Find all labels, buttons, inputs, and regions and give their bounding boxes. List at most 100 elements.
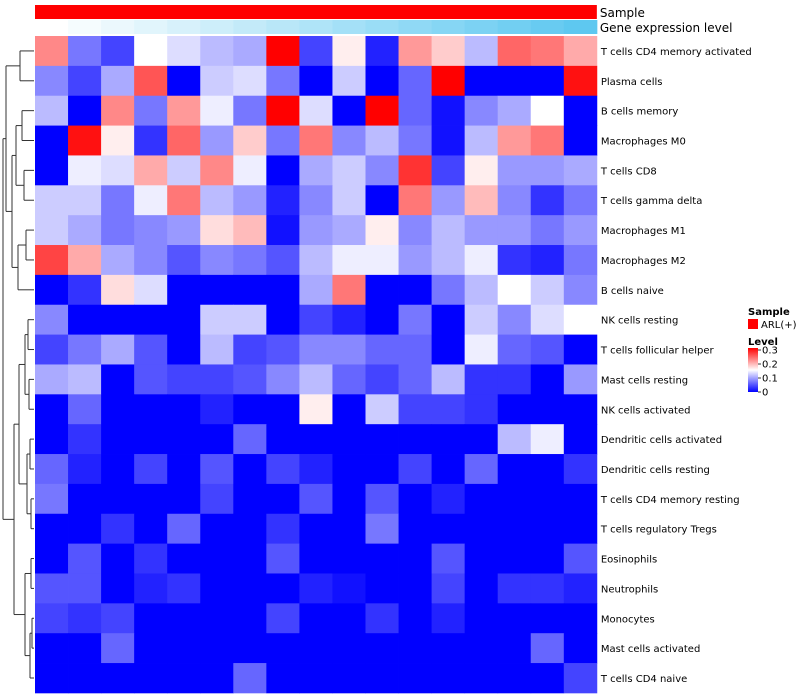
heatmap-cell — [200, 304, 234, 335]
heatmap-cell — [134, 215, 168, 246]
heatmap-cell — [200, 483, 234, 515]
legend-sample-swatch — [748, 319, 758, 329]
heatmap-cell — [35, 424, 69, 455]
heatmap-cell — [134, 394, 168, 425]
heatmap-cell — [101, 274, 135, 306]
heatmap-cell — [365, 304, 399, 335]
heatmap-cell — [299, 95, 333, 126]
heatmap-cell — [398, 394, 432, 425]
heatmap-cell — [299, 394, 333, 425]
heatmap-cell — [530, 334, 565, 365]
heatmap-cell — [68, 513, 102, 545]
heatmap-cell — [365, 185, 399, 216]
heatmap-cell — [332, 603, 366, 634]
row-labels: T cells CD4 memory activated Plasma cells… — [600, 47, 752, 685]
heatmap-cell — [35, 513, 69, 545]
heatmap-cell — [332, 483, 366, 515]
heatmap-cell — [299, 573, 333, 604]
heatmap-cell — [299, 603, 333, 634]
heatmap-cell — [68, 424, 102, 455]
heatmap-cell — [68, 543, 102, 574]
heatmap-cell — [563, 185, 598, 216]
heatmap-cell — [497, 65, 532, 97]
heatmap-cell — [68, 185, 102, 216]
heatmap-cell — [200, 543, 234, 574]
heatmap-cell — [299, 155, 333, 186]
heatmap-cell — [68, 454, 102, 485]
heatmap-cell — [299, 304, 333, 335]
heatmap-cell — [497, 215, 532, 246]
heatmap-cell — [332, 573, 366, 604]
heatmap-cell — [266, 215, 300, 246]
row-label: Mast cells activated — [601, 644, 700, 655]
heatmap-cell — [35, 394, 69, 425]
gene-expression-annotation-cell — [167, 20, 201, 34]
gene-expression-annotation-cell — [530, 20, 565, 34]
heatmap-cell — [101, 215, 135, 246]
heatmap-cell — [398, 36, 432, 67]
heatmap-cell — [233, 36, 267, 67]
heatmap-cell — [35, 543, 69, 574]
heatmap-cell — [233, 364, 267, 395]
heatmap-cell — [398, 663, 432, 694]
heatmap-cell — [200, 245, 234, 276]
heatmap-cell — [464, 95, 499, 126]
heatmap-cell — [563, 424, 598, 455]
heatmap-cell — [233, 483, 267, 515]
heatmap-cell — [332, 663, 366, 694]
heatmap-cell — [365, 334, 399, 365]
gene-expression-annotation-cell — [35, 20, 69, 34]
heatmap-cell — [200, 454, 234, 485]
heatmap-cell — [563, 274, 598, 306]
heatmap-cell — [431, 155, 466, 186]
row-dendrogram — [2, 50, 34, 679]
row-label: NK cells resting — [601, 316, 678, 327]
heatmap-cell — [464, 334, 499, 365]
heatmap-cell — [398, 334, 432, 365]
heatmap-cell — [332, 125, 366, 156]
heatmap-cell — [299, 245, 333, 276]
gene-expression-annotation-cell — [134, 20, 168, 34]
heatmap-cell — [398, 304, 432, 335]
heatmap-cell — [464, 215, 499, 246]
heatmap-cell — [299, 125, 333, 156]
heatmap-cell — [167, 603, 201, 634]
row-label: Monocytes — [601, 614, 655, 625]
heatmap-cell — [68, 573, 102, 604]
heatmap-cell — [134, 274, 168, 306]
heatmap-cell — [497, 513, 532, 545]
heatmap-cell — [35, 633, 69, 664]
heatmap-cell — [398, 95, 432, 126]
heatmap-cell — [167, 125, 201, 156]
heatmap-cell — [101, 513, 135, 545]
heatmap-cell — [563, 245, 598, 276]
heatmap-cell — [431, 334, 466, 365]
heatmap-cell — [233, 633, 267, 664]
heatmap-cell — [266, 663, 300, 694]
heatmap-cell — [233, 304, 267, 335]
heatmap-cell — [101, 155, 135, 186]
heatmap-cell — [365, 513, 399, 545]
heatmap-cell — [431, 245, 466, 276]
heatmap-cell — [398, 603, 432, 634]
gene-expression-annotation-label: Gene expression level — [600, 21, 733, 35]
heatmap-cell — [365, 245, 399, 276]
heatmap-cell — [299, 543, 333, 574]
heatmap-cell — [134, 603, 168, 634]
heatmap-cell — [200, 334, 234, 365]
heatmap-cell — [35, 573, 69, 604]
heatmap-cell — [167, 334, 201, 365]
heatmap-cell — [233, 185, 267, 216]
heatmap-cell — [365, 603, 399, 634]
heatmap-cell — [530, 633, 565, 664]
heatmap-cell — [134, 36, 168, 67]
heatmap-cell — [497, 454, 532, 485]
gene-expression-annotation-cell — [68, 20, 102, 34]
heatmap-cell — [167, 65, 201, 97]
heatmap-cell — [398, 454, 432, 485]
heatmap-cell — [233, 95, 267, 126]
heatmap-cell — [431, 95, 466, 126]
column-annotations — [35, 5, 598, 34]
heatmap-cell — [398, 65, 432, 97]
